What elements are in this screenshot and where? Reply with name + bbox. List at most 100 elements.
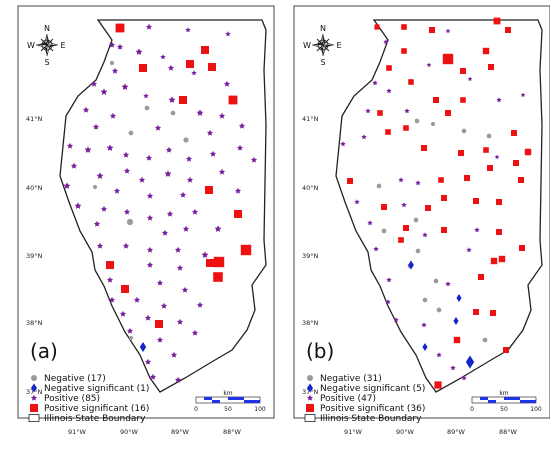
compass-rose: N S E W (303, 24, 341, 67)
negative-marker (414, 118, 420, 124)
positive-significant-marker (401, 48, 407, 54)
positive-significant-marker (403, 125, 409, 131)
negative-marker (433, 278, 439, 284)
latitude-tick-label: 39°N (302, 252, 319, 260)
positive-significant-marker (482, 47, 490, 55)
positive-significant-marker (121, 285, 129, 293)
legend-label: Positive significant (36) (320, 404, 425, 414)
compass-diagonal (316, 44, 324, 52)
legend-symbol (307, 383, 313, 393)
compass-label-w: W (303, 41, 311, 50)
latitude-tick-label: 41°N (26, 115, 43, 123)
positive-significant-marker (434, 381, 442, 389)
positive-significant-marker (473, 309, 479, 315)
positive-significant-marker (460, 97, 466, 103)
latitude-tick-label: 38°N (302, 319, 319, 327)
scale-segment (244, 400, 260, 403)
legend-label: Illinois State Boundary (320, 414, 422, 424)
positive-significant-marker (106, 261, 114, 269)
scale-tick: 50 (500, 406, 508, 413)
positive-significant-marker (398, 237, 404, 243)
positive-significant-marker (186, 60, 194, 68)
compass-ring (317, 39, 329, 51)
positive-significant-marker (347, 178, 353, 184)
panel-label: (b) (306, 339, 334, 363)
negative-significant-marker (139, 342, 147, 352)
positive-significant-marker (503, 347, 509, 353)
positive-significant-marker (496, 199, 502, 205)
longitude-tick-label: 90°W (396, 428, 415, 436)
negative-marker (128, 130, 134, 136)
legend-label: Negative significant (5) (320, 384, 425, 394)
scale-segment (212, 400, 220, 403)
positive-significant-marker (401, 24, 407, 30)
negative-marker (170, 110, 176, 116)
negative-significant-marker (456, 294, 462, 302)
negative-marker (144, 105, 150, 111)
positive-significant-marker (179, 96, 187, 104)
positive-significant-marker (234, 210, 242, 218)
legend-symbol (31, 383, 37, 393)
negative-significant-marker (408, 260, 414, 270)
scale-tick: 0 (194, 406, 198, 413)
scale-tick: 100 (530, 406, 542, 413)
compass-diagonal (322, 44, 330, 52)
compass-label-s: S (44, 58, 49, 67)
compass-label-n: N (44, 24, 50, 33)
negative-marker (128, 335, 134, 341)
negative-marker (413, 217, 419, 223)
positive-significant-marker (490, 257, 498, 265)
positive-significant-marker (478, 274, 484, 280)
positive-significant-marker (205, 186, 213, 194)
scale-segment (480, 397, 488, 400)
negative-marker (92, 184, 98, 190)
legend: Negative (31)Negative significant (5)Pos… (304, 374, 425, 424)
compass-diagonal (316, 38, 324, 46)
scale-tick: 50 (224, 406, 232, 413)
positive-significant-marker (240, 244, 252, 256)
legend-symbol (30, 404, 38, 412)
positive-significant-marker (438, 177, 444, 183)
compass-label-e: E (60, 41, 65, 50)
scale-unit: km (499, 390, 508, 397)
negative-marker (109, 60, 115, 66)
longitude-tick-label: 89°W (171, 428, 190, 436)
marker-layer (63, 23, 258, 383)
scale-tick: 0 (470, 406, 474, 413)
legend-label: Positive significant (16) (44, 404, 149, 414)
negative-marker (183, 137, 189, 143)
latitude-tick-label: 40°N (302, 184, 319, 192)
positive-significant-marker (421, 145, 427, 151)
latitude-tick-label: 40°N (26, 184, 43, 192)
longitude-tick-label: 91°W (68, 428, 87, 436)
positive-significant-marker (458, 150, 464, 156)
positive-significant-marker (201, 46, 209, 54)
compass-diagonal (46, 44, 54, 52)
scale-unit: km (223, 390, 232, 397)
positive-significant-marker (403, 225, 409, 231)
scale-bar: km 0 50 100 (194, 390, 266, 413)
marker-layer (340, 17, 532, 389)
latitude-tick-label: 38°N (26, 319, 43, 327)
negative-marker (436, 307, 442, 313)
positive-significant-marker (513, 160, 519, 166)
positive-significant-marker (429, 27, 435, 33)
positive-significant-marker (505, 27, 511, 33)
legend-symbol (307, 375, 313, 381)
legend-label: Illinois State Boundary (44, 414, 146, 424)
positive-significant-marker (519, 245, 525, 251)
longitude-tick-label: 88°W (499, 428, 518, 436)
negative-marker (376, 183, 382, 189)
positive-significant-marker (441, 195, 447, 201)
legend-label: Negative (17) (44, 374, 106, 384)
positive-significant-marker (493, 17, 501, 25)
scale-segment (488, 400, 496, 403)
legend-label: Positive (85) (44, 394, 100, 404)
positive-significant-marker (496, 229, 502, 235)
negative-marker (415, 248, 421, 254)
positive-significant-marker (488, 64, 494, 70)
compass-diagonal (46, 38, 54, 46)
positive-significant-marker (473, 198, 479, 204)
longitude-tick-label: 91°W (344, 428, 363, 436)
